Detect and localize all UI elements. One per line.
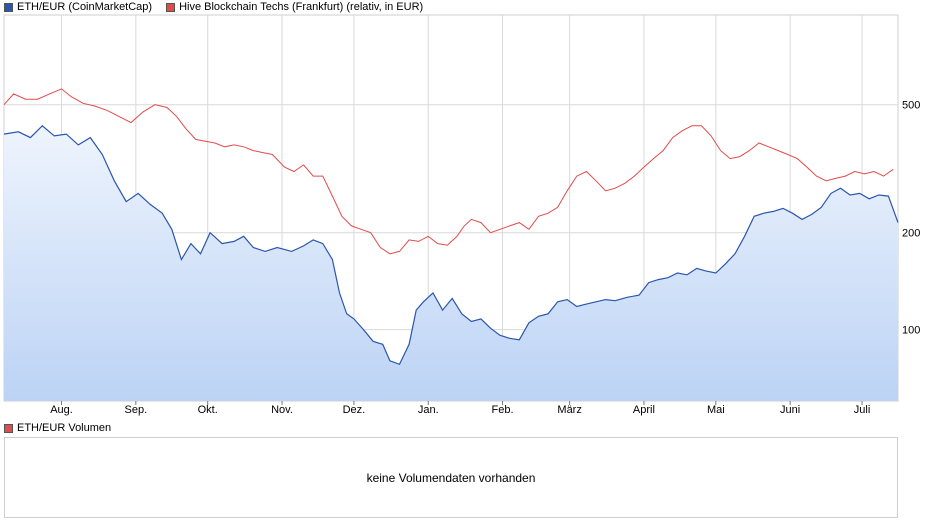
legend-item-hive[interactable]: Hive Blockchain Techs (Frankfurt) (relat…	[166, 1, 423, 13]
volume-legend: ETH/EUR Volumen	[4, 421, 125, 435]
legend-label-eth: ETH/EUR (CoinMarketCap)	[17, 1, 153, 13]
legend-swatch-volume	[4, 423, 13, 433]
y-axis: 100 200 500	[902, 100, 920, 337]
y-tick-label: 500	[902, 100, 920, 112]
x-tick-label: Okt.	[198, 404, 218, 416]
legend-label-volume: ETH/EUR Volumen	[17, 422, 112, 434]
hive-price-line	[3, 88, 894, 255]
x-tick-label: Juli	[854, 404, 871, 416]
eth-area-fill	[4, 125, 898, 402]
y-tick-label: 100	[902, 325, 920, 337]
price-chart: Aug. Sep. Okt. Nov. Dez. Jan. Feb. März April Mai…	[3, 14, 920, 416]
x-tick-label: Dez.	[343, 404, 366, 416]
main-legend: ETH/EUR (CoinMarketCap) Hive Blockchain …	[4, 0, 437, 14]
volume-empty-message: keine Volumendaten vorhanden	[366, 471, 536, 485]
x-tick-label: Aug.	[50, 404, 73, 416]
legend-item-eth[interactable]: ETH/EUR (CoinMarketCap)	[4, 1, 152, 13]
legend-label-hive: Hive Blockchain Techs (Frankfurt) (relat…	[179, 1, 424, 13]
x-tick-label: Jan.	[418, 404, 439, 416]
volume-panel: keine Volumendaten vorhanden	[4, 437, 898, 518]
x-tick-label: Feb.	[492, 404, 514, 416]
y-tick-label: 200	[902, 228, 920, 240]
x-tick-label: Nov.	[271, 404, 293, 416]
x-tick-label: Sep.	[125, 404, 148, 416]
x-tick-label: Juni	[780, 404, 800, 416]
x-tick-label: April	[633, 404, 655, 416]
legend-item-volume[interactable]: ETH/EUR Volumen	[4, 422, 111, 434]
x-axis: Aug. Sep. Okt. Nov. Dez. Jan. Feb. März April Mai…	[50, 401, 870, 416]
eth-price-line	[3, 124, 899, 366]
x-tick-label: März	[557, 404, 581, 416]
legend-swatch-eth	[4, 2, 13, 12]
legend-swatch-hive	[166, 2, 176, 12]
x-tick-label: Mai	[707, 404, 725, 416]
